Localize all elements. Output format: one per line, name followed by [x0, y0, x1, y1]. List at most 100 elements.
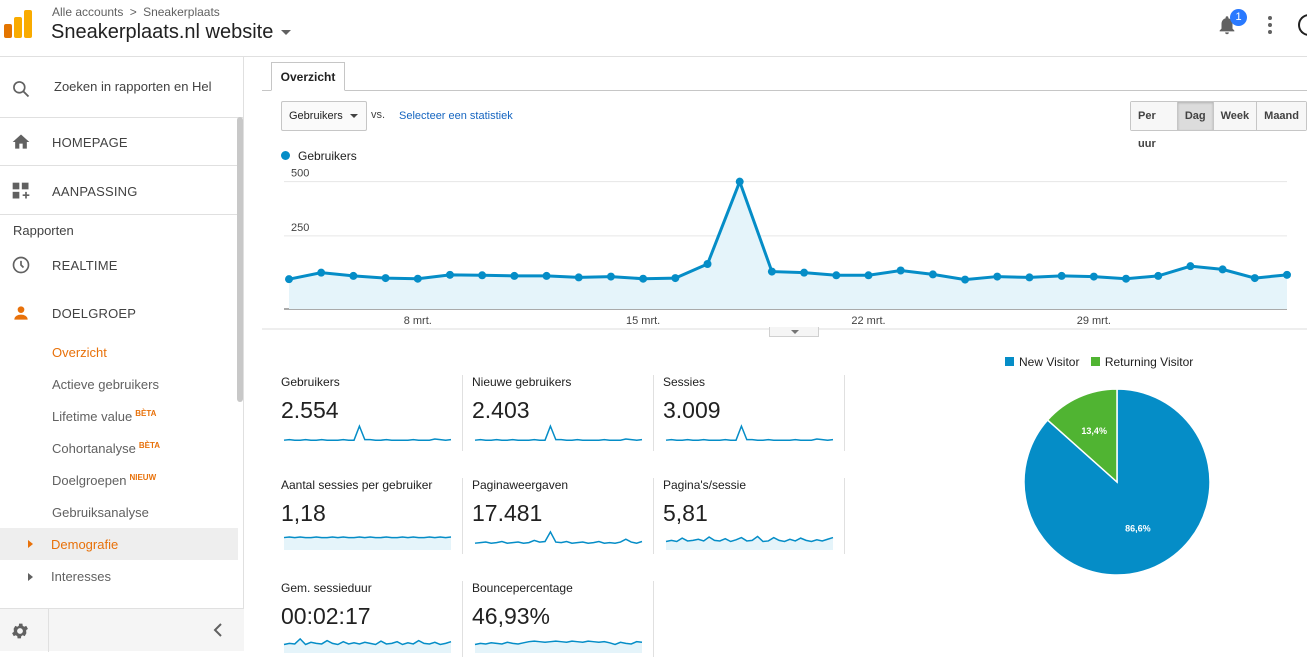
subitem-label: Overzicht — [52, 345, 107, 360]
breadcrumb: Alle accounts > Sneakerplaats — [52, 5, 223, 19]
data-point[interactable] — [510, 271, 519, 280]
pie-slice-label: 86,6% — [1125, 524, 1151, 534]
data-point[interactable] — [285, 275, 293, 284]
data-point[interactable] — [735, 177, 744, 186]
data-point[interactable] — [800, 268, 809, 277]
data-point[interactable] — [1186, 262, 1195, 271]
data-point[interactable] — [349, 271, 358, 280]
scorecard[interactable]: Nieuwe gebruikers 2.403 — [472, 375, 663, 453]
select-statistic-link[interactable]: Selecteer een statistiek — [399, 110, 513, 122]
period-week-button[interactable]: Week — [1212, 102, 1257, 130]
data-point[interactable] — [864, 271, 873, 280]
sidebar: Zoeken in rapporten en Hel HOMEPAGE AANP… — [0, 57, 244, 652]
notification-badge: 1 — [1230, 9, 1247, 26]
sidebar-scrollbar[interactable] — [237, 117, 243, 402]
breadcrumb-accounts[interactable]: Alle accounts — [52, 5, 124, 19]
caret-down-icon — [281, 30, 292, 36]
data-point[interactable] — [1154, 271, 1163, 280]
sparkline — [283, 424, 452, 441]
tab-overview[interactable]: Overzicht — [271, 62, 345, 91]
data-point[interactable] — [1218, 265, 1227, 274]
period-month-button[interactable]: Maand — [1256, 102, 1306, 130]
scorecard-value: 5,81 — [663, 500, 708, 526]
period-day-button[interactable]: Dag — [1176, 102, 1213, 130]
scorecard[interactable]: Paginaweergaven 17.481 — [472, 478, 663, 556]
metric-dropdown[interactable]: Gebruikers — [281, 101, 367, 131]
y-tick-label: 250 — [291, 222, 309, 234]
scorecard[interactable]: Bouncepercentage 46,93% — [472, 581, 663, 659]
sidebar-item-demographics[interactable]: Demografie — [0, 528, 238, 560]
data-point[interactable] — [1025, 273, 1034, 282]
data-point[interactable] — [1283, 270, 1291, 279]
data-point[interactable] — [671, 274, 680, 283]
scorecard[interactable]: Gebruikers 2.554 — [281, 375, 472, 453]
data-point[interactable] — [606, 272, 615, 281]
data-point[interactable] — [1122, 274, 1131, 283]
data-point[interactable] — [381, 274, 390, 283]
scorecard[interactable]: Gem. sessieduur 00:02:17 — [281, 581, 472, 659]
scorecard[interactable]: Aantal sessies per gebruiker 1,18 — [281, 478, 472, 556]
legend-item-new-visitor[interactable]: New Visitor — [1005, 355, 1079, 369]
data-point[interactable] — [478, 271, 487, 280]
sidebar-item-interests[interactable]: Interesses — [0, 560, 238, 592]
data-point[interactable] — [1089, 272, 1098, 281]
scorecard-value: 17.481 — [472, 500, 543, 526]
data-point[interactable] — [639, 274, 648, 283]
pie-slice[interactable] — [1046, 388, 1118, 484]
data-point[interactable] — [896, 266, 905, 275]
sparkline — [474, 640, 643, 653]
sidebar-subitem-audiences[interactable]: Doelgroepen NIEUW — [52, 473, 156, 488]
legend-swatch — [1090, 357, 1100, 366]
sidebar-search[interactable]: Zoeken in rapporten en Hel — [0, 57, 244, 118]
scorecard-divider — [653, 375, 654, 451]
data-point[interactable] — [317, 268, 326, 277]
scorecard-label: Gem. sessieduur — [281, 581, 372, 595]
data-point[interactable] — [574, 273, 583, 282]
y-tick-label: 500 — [291, 168, 309, 180]
data-point[interactable] — [445, 270, 454, 279]
legend-item-returning-visitor[interactable]: Returning Visitor — [1090, 355, 1193, 369]
sidebar-subitem-lifetime-value[interactable]: Lifetime value BÈTA — [52, 409, 156, 424]
breadcrumb-property[interactable]: Sneakerplaats — [143, 5, 220, 19]
sidebar-item-label: Demografie — [51, 537, 119, 552]
property-selector[interactable]: Sneakerplaats.nl website — [51, 21, 292, 44]
chevron-left-icon[interactable] — [212, 623, 224, 637]
sidebar-subitem-active-users[interactable]: Actieve gebruikers — [52, 377, 159, 392]
sidebar-item-customization[interactable]: AANPASSING — [0, 167, 238, 215]
legend-label: Gebruikers — [298, 149, 357, 163]
sidebar-item-realtime[interactable]: REALTIME — [0, 241, 238, 289]
sidebar-subitem-overview[interactable]: Overzicht — [52, 345, 107, 360]
account-avatar-icon[interactable] — [1298, 14, 1307, 36]
chart-legend[interactable]: Gebruikers — [281, 149, 357, 163]
clock-icon — [12, 256, 30, 274]
search-input[interactable]: Zoeken in rapporten en Hel — [54, 79, 212, 94]
metric-dropdown-value: Gebruikers — [289, 110, 343, 122]
data-point[interactable] — [928, 270, 937, 279]
data-point[interactable] — [767, 267, 776, 276]
sidebar-item-homepage[interactable]: HOMEPAGE — [0, 118, 238, 166]
data-point[interactable] — [542, 271, 551, 280]
users-line-chart[interactable]: 250 500 8 mrt. 15 mrt. 22 mrt. 29 mrt. — [262, 165, 1307, 335]
data-point[interactable] — [703, 260, 712, 268]
visitor-pie-chart[interactable]: 86,6% 13,4% — [1022, 387, 1212, 577]
data-point[interactable] — [993, 272, 1002, 281]
chart-collapse-handle[interactable] — [769, 327, 819, 337]
gear-icon[interactable] — [10, 621, 30, 641]
data-point[interactable] — [961, 275, 970, 284]
legend-swatch — [1005, 357, 1014, 366]
data-point[interactable] — [832, 271, 841, 280]
data-point[interactable] — [1250, 274, 1259, 283]
scorecard[interactable]: Sessies 3.009 — [663, 375, 854, 453]
sparkline-line — [665, 535, 834, 543]
analytics-logo-icon[interactable] — [4, 10, 32, 38]
data-point[interactable] — [413, 274, 422, 283]
scorecard-divider — [844, 375, 845, 451]
scorecard[interactable]: Pagina's/sessie 5,81 — [663, 478, 854, 556]
data-point[interactable] — [1057, 271, 1066, 280]
sidebar-subitem-cohort[interactable]: Cohortanalyse BÈTA — [52, 441, 160, 456]
more-vert-icon[interactable] — [1262, 14, 1278, 36]
sidebar-item-audience[interactable]: DOELGROEP — [0, 289, 238, 337]
sidebar-subitem-user-explorer[interactable]: Gebruiksanalyse — [52, 505, 149, 520]
period-hour-button[interactable]: Per uur — [1131, 102, 1177, 150]
home-icon — [12, 134, 30, 149]
